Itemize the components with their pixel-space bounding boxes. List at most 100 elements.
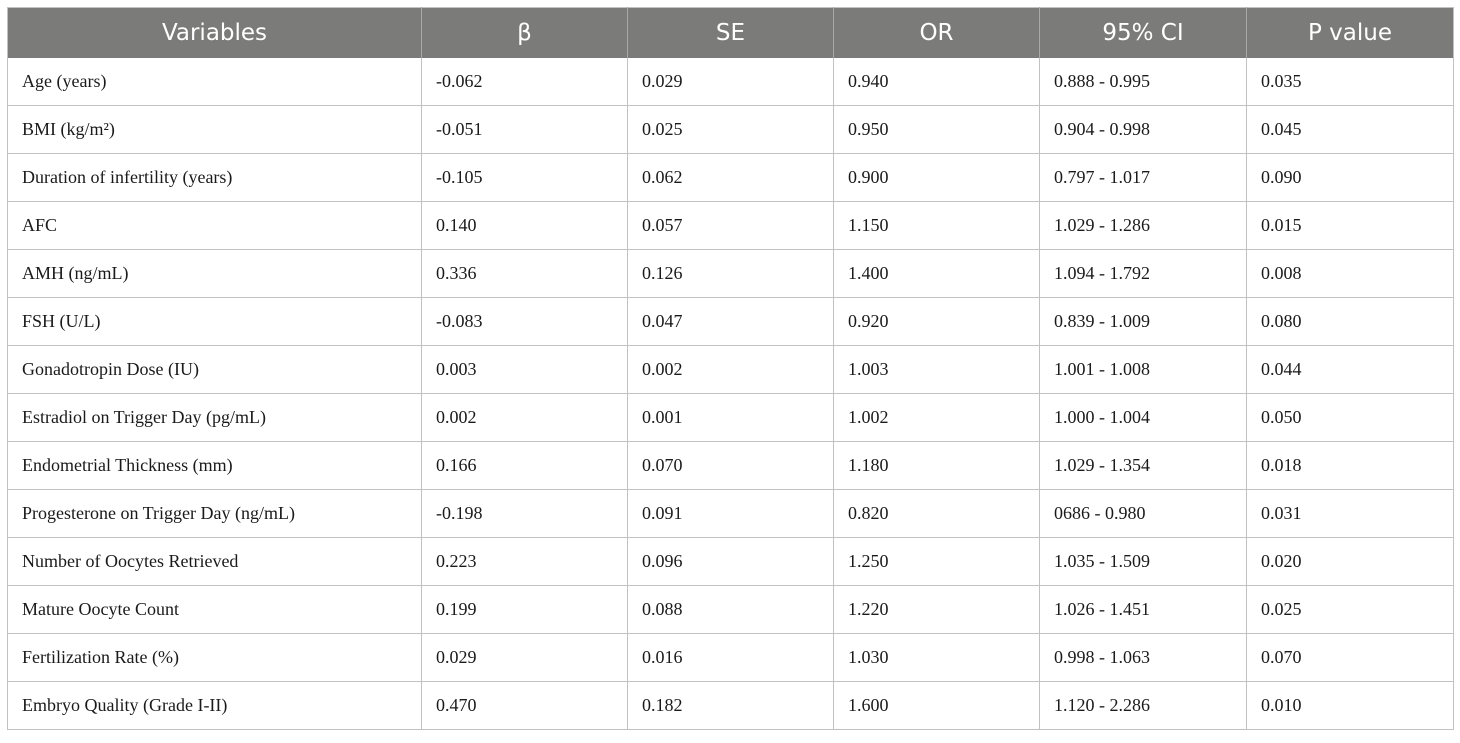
cell-variable: AMH (ng/mL) [7, 249, 422, 298]
table-row: Endometrial Thickness (mm) 0.166 0.070 1.18… [7, 441, 1454, 490]
table-row: AFC 0.140 0.057 1.150 1.029 - 1.286 0.015 [7, 201, 1454, 250]
cell-ci: 1.001 - 1.008 [1039, 345, 1247, 394]
cell-se: 0.088 [627, 585, 834, 634]
cell-p-value: 0.020 [1246, 537, 1454, 586]
cell-variable: Mature Oocyte Count [7, 585, 422, 634]
cell-p-value: 0.044 [1246, 345, 1454, 394]
cell-or: 0.820 [833, 489, 1040, 538]
cell-variable: Embryo Quality (Grade I-II) [7, 681, 422, 730]
cell-beta: -0.083 [421, 297, 628, 346]
cell-ci: 1.026 - 1.451 [1039, 585, 1247, 634]
cell-variable: Fertilization Rate (%) [7, 633, 422, 682]
cell-or: 1.220 [833, 585, 1040, 634]
header-row: Variables β SE OR 95% CI P value [7, 7, 1454, 58]
header-se: SE [627, 7, 834, 58]
cell-se: 0.025 [627, 105, 834, 154]
cell-p-value: 0.010 [1246, 681, 1454, 730]
cell-ci: 1.120 - 2.286 [1039, 681, 1247, 730]
table-row: AMH (ng/mL) 0.336 0.126 1.400 1.094 - 1.792 0… [7, 249, 1454, 298]
cell-se: 0.002 [627, 345, 834, 394]
cell-p-value: 0.045 [1246, 105, 1454, 154]
cell-se: 0.029 [627, 58, 834, 106]
header-or: OR [833, 7, 1040, 58]
cell-ci: 0.839 - 1.009 [1039, 297, 1247, 346]
cell-p-value: 0.018 [1246, 441, 1454, 490]
cell-p-value: 0.050 [1246, 393, 1454, 442]
cell-p-value: 0.035 [1246, 58, 1454, 106]
regression-table: Variables β SE OR 95% CI P value Age (ye… [7, 7, 1454, 730]
cell-beta: 0.029 [421, 633, 628, 682]
cell-se: 0.091 [627, 489, 834, 538]
cell-variable: BMI (kg/m²) [7, 105, 422, 154]
cell-variable: Age (years) [7, 58, 422, 106]
table-row: Progesterone on Trigger Day (ng/mL) -0.19… [7, 489, 1454, 538]
cell-beta: 0.003 [421, 345, 628, 394]
cell-se: 0.182 [627, 681, 834, 730]
table-body: Age (years) -0.062 0.029 0.940 0.888 - 0.995… [7, 58, 1454, 730]
cell-variable: Number of Oocytes Retrieved [7, 537, 422, 586]
table-row: FSH (U/L) -0.083 0.047 0.920 0.839 - 1.009 0.… [7, 297, 1454, 346]
cell-variable: Gonadotropin Dose (IU) [7, 345, 422, 394]
cell-or: 1.400 [833, 249, 1040, 298]
cell-or: 0.920 [833, 297, 1040, 346]
cell-variable: Estradiol on Trigger Day (pg/mL) [7, 393, 422, 442]
cell-beta: 0.470 [421, 681, 628, 730]
cell-se: 0.057 [627, 201, 834, 250]
cell-or: 1.150 [833, 201, 1040, 250]
table-row: Gonadotropin Dose (IU) 0.003 0.002 1.003 1.0… [7, 345, 1454, 394]
cell-ci: 0686 - 0.980 [1039, 489, 1247, 538]
cell-beta: 0.199 [421, 585, 628, 634]
cell-or: 1.600 [833, 681, 1040, 730]
cell-variable: Endometrial Thickness (mm) [7, 441, 422, 490]
cell-se: 0.001 [627, 393, 834, 442]
cell-ci: 0.904 - 0.998 [1039, 105, 1247, 154]
cell-or: 0.900 [833, 153, 1040, 202]
cell-ci: 0.888 - 0.995 [1039, 58, 1247, 106]
table-row: BMI (kg/m²) -0.051 0.025 0.950 0.904 - 0.998… [7, 105, 1454, 154]
cell-se: 0.126 [627, 249, 834, 298]
cell-or: 0.940 [833, 58, 1040, 106]
table-row: Age (years) -0.062 0.029 0.940 0.888 - 0.995… [7, 58, 1454, 106]
cell-beta: -0.105 [421, 153, 628, 202]
header-variables: Variables [7, 7, 422, 58]
cell-p-value: 0.090 [1246, 153, 1454, 202]
cell-variable: AFC [7, 201, 422, 250]
cell-beta: -0.051 [421, 105, 628, 154]
cell-ci: 1.035 - 1.509 [1039, 537, 1247, 586]
cell-ci: 1.029 - 1.354 [1039, 441, 1247, 490]
cell-ci: 0.998 - 1.063 [1039, 633, 1247, 682]
cell-variable: FSH (U/L) [7, 297, 422, 346]
table-row: Duration of infertility (years) -0.105 0.0… [7, 153, 1454, 202]
cell-beta: -0.198 [421, 489, 628, 538]
cell-se: 0.016 [627, 633, 834, 682]
table-row: Mature Oocyte Count 0.199 0.088 1.220 1.026 … [7, 585, 1454, 634]
cell-or: 1.002 [833, 393, 1040, 442]
table-row: Estradiol on Trigger Day (pg/mL) 0.002 0.0… [7, 393, 1454, 442]
cell-ci: 1.029 - 1.286 [1039, 201, 1247, 250]
cell-se: 0.047 [627, 297, 834, 346]
table-row: Embryo Quality (Grade I-II) 0.470 0.182 1.6… [7, 681, 1454, 730]
cell-ci: 0.797 - 1.017 [1039, 153, 1247, 202]
cell-or: 1.180 [833, 441, 1040, 490]
cell-p-value: 0.080 [1246, 297, 1454, 346]
cell-p-value: 0.015 [1246, 201, 1454, 250]
cell-ci: 1.000 - 1.004 [1039, 393, 1247, 442]
cell-p-value: 0.008 [1246, 249, 1454, 298]
cell-or: 0.950 [833, 105, 1040, 154]
cell-beta: 0.140 [421, 201, 628, 250]
cell-beta: 0.223 [421, 537, 628, 586]
cell-p-value: 0.031 [1246, 489, 1454, 538]
cell-beta: 0.002 [421, 393, 628, 442]
header-beta: β [421, 7, 628, 58]
cell-p-value: 0.070 [1246, 633, 1454, 682]
cell-or: 1.003 [833, 345, 1040, 394]
cell-variable: Progesterone on Trigger Day (ng/mL) [7, 489, 422, 538]
table-row: Number of Oocytes Retrieved 0.223 0.096 1.2… [7, 537, 1454, 586]
cell-se: 0.062 [627, 153, 834, 202]
cell-beta: 0.336 [421, 249, 628, 298]
regression-table-container: Variables β SE OR 95% CI P value Age (ye… [7, 7, 1454, 730]
cell-or: 1.250 [833, 537, 1040, 586]
cell-variable: Duration of infertility (years) [7, 153, 422, 202]
table-header: Variables β SE OR 95% CI P value [7, 7, 1454, 58]
cell-p-value: 0.025 [1246, 585, 1454, 634]
